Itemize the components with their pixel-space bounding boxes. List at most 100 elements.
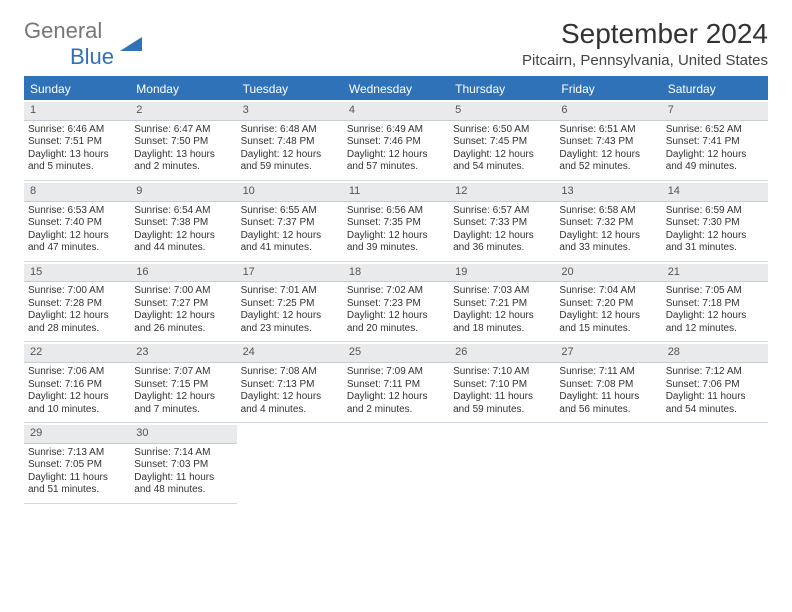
calendar-cell: 23Sunrise: 7:07 AMSunset: 7:15 PMDayligh… xyxy=(130,342,236,423)
day-number: 13 xyxy=(555,183,661,202)
calendar-week: 1Sunrise: 6:46 AMSunset: 7:51 PMDaylight… xyxy=(24,100,768,181)
sunrise-text: Sunrise: 7:09 AM xyxy=(347,366,445,379)
day-number: 7 xyxy=(662,102,768,121)
sunset-text: Sunset: 7:03 PM xyxy=(134,459,232,472)
calendar-cell: 2Sunrise: 6:47 AMSunset: 7:50 PMDaylight… xyxy=(130,100,236,181)
day-number: 30 xyxy=(130,425,236,444)
daylight-text: Daylight: 12 hours and 39 minutes. xyxy=(347,230,445,255)
dayname-monday: Monday xyxy=(130,78,236,100)
sunset-text: Sunset: 7:41 PM xyxy=(666,136,764,149)
dayname-saturday: Saturday xyxy=(662,78,768,100)
sunrise-text: Sunrise: 6:59 AM xyxy=(666,205,764,218)
day-number: 27 xyxy=(555,344,661,363)
sunrise-text: Sunrise: 6:56 AM xyxy=(347,205,445,218)
brand-text: General Blue xyxy=(24,18,114,70)
daylight-text: Daylight: 12 hours and 36 minutes. xyxy=(453,230,551,255)
calendar-week: 29Sunrise: 7:13 AMSunset: 7:05 PMDayligh… xyxy=(24,423,768,504)
day-number: 18 xyxy=(343,264,449,283)
day-number: 24 xyxy=(237,344,343,363)
calendar-cell: 25Sunrise: 7:09 AMSunset: 7:11 PMDayligh… xyxy=(343,342,449,423)
calendar-cell: 5Sunrise: 6:50 AMSunset: 7:45 PMDaylight… xyxy=(449,100,555,181)
day-number: 17 xyxy=(237,264,343,283)
day-number: 21 xyxy=(662,264,768,283)
sunset-text: Sunset: 7:37 PM xyxy=(241,217,339,230)
sunrise-text: Sunrise: 6:55 AM xyxy=(241,205,339,218)
calendar-cell: 19 Sunrise: 7:03 AMSunset: 7:21 PMDayligh… xyxy=(449,262,555,343)
title-block: September 2024 Pitcairn, Pennsylvania, U… xyxy=(522,18,768,69)
day-number: 14 xyxy=(662,183,768,202)
calendar-cell: 15Sunrise: 7:00 AMSunset: 7:28 PMDayligh… xyxy=(24,262,130,343)
day-number: 8 xyxy=(24,183,130,202)
sunset-text: Sunset: 7:38 PM xyxy=(134,217,232,230)
daylight-text: Daylight: 13 hours and 2 minutes. xyxy=(134,149,232,174)
sunset-text: Sunset: 7:16 PM xyxy=(28,379,126,392)
sunset-text: Sunset: 7:21 PM xyxy=(453,298,551,311)
day-number: 19 xyxy=(449,264,555,283)
dayname-friday: Friday xyxy=(555,78,661,100)
calendar-cell: 8Sunrise: 6:53 AMSunset: 7:40 PMDaylight… xyxy=(24,181,130,262)
sunset-text: Sunset: 7:20 PM xyxy=(559,298,657,311)
sunrise-text: Sunrise: 6:53 AM xyxy=(28,205,126,218)
daylight-text: Daylight: 12 hours and 59 minutes. xyxy=(241,149,339,174)
day-number: 23 xyxy=(130,344,236,363)
daylight-text: Daylight: 12 hours and 57 minutes. xyxy=(347,149,445,174)
calendar-cell xyxy=(555,423,661,504)
day-number: 16 xyxy=(130,264,236,283)
sunset-text: Sunset: 7:27 PM xyxy=(134,298,232,311)
daylight-text: Daylight: 11 hours and 51 minutes. xyxy=(28,472,126,497)
brand-triangle-icon xyxy=(120,33,142,55)
daylight-text: Daylight: 12 hours and 44 minutes. xyxy=(134,230,232,255)
daylight-text: Daylight: 12 hours and 33 minutes. xyxy=(559,230,657,255)
daylight-text: Daylight: 12 hours and 12 minutes. xyxy=(666,310,764,335)
day-number: 3 xyxy=(237,102,343,121)
sunrise-text: Sunrise: 7:02 AM xyxy=(347,285,445,298)
calendar-cell xyxy=(662,423,768,504)
dayname-thursday: Thursday xyxy=(449,78,555,100)
sunset-text: Sunset: 7:05 PM xyxy=(28,459,126,472)
calendar-cell: 30 Sunrise: 7:14 AMSunset: 7:03 PMDayligh… xyxy=(130,423,236,504)
day-number: 29 xyxy=(24,425,130,444)
calendar-cell: 28Sunrise: 7:12 AMSunset: 7:06 PMDayligh… xyxy=(662,342,768,423)
sunrise-text: Sunrise: 7:03 AM xyxy=(453,285,551,298)
day-number: 4 xyxy=(343,102,449,121)
calendar-cell: 29Sunrise: 7:13 AMSunset: 7:05 PMDayligh… xyxy=(24,423,130,504)
day-number: 26 xyxy=(449,344,555,363)
sunrise-text: Sunrise: 6:47 AM xyxy=(134,124,232,137)
calendar-cell: 26Sunrise: 7:10 AMSunset: 7:10 PMDayligh… xyxy=(449,342,555,423)
header: General Blue September 2024 Pitcairn, Pe… xyxy=(24,18,768,70)
sunrise-text: Sunrise: 6:50 AM xyxy=(453,124,551,137)
sunset-text: Sunset: 7:10 PM xyxy=(453,379,551,392)
calendar-cell: 13Sunrise: 6:58 AMSunset: 7:32 PMDayligh… xyxy=(555,181,661,262)
daylight-text: Daylight: 12 hours and 41 minutes. xyxy=(241,230,339,255)
sunset-text: Sunset: 7:43 PM xyxy=(559,136,657,149)
calendar-cell: 4Sunrise: 6:49 AMSunset: 7:46 PMDaylight… xyxy=(343,100,449,181)
sunrise-text: Sunrise: 6:52 AM xyxy=(666,124,764,137)
calendar-cell: 22Sunrise: 7:06 AMSunset: 7:16 PMDayligh… xyxy=(24,342,130,423)
calendar-cell: 10Sunrise: 6:55 AMSunset: 7:37 PMDayligh… xyxy=(237,181,343,262)
calendar-cell: 12Sunrise: 6:57 AMSunset: 7:33 PMDayligh… xyxy=(449,181,555,262)
sunrise-text: Sunrise: 7:11 AM xyxy=(559,366,657,379)
daylight-text: Daylight: 12 hours and 20 minutes. xyxy=(347,310,445,335)
sunset-text: Sunset: 7:11 PM xyxy=(347,379,445,392)
sunrise-text: Sunrise: 7:00 AM xyxy=(28,285,126,298)
sunset-text: Sunset: 7:08 PM xyxy=(559,379,657,392)
calendar-cell: 11Sunrise: 6:56 AMSunset: 7:35 PMDayligh… xyxy=(343,181,449,262)
day-number: 2 xyxy=(130,102,236,121)
calendar-cell: 21Sunrise: 7:05 AMSunset: 7:18 PMDayligh… xyxy=(662,262,768,343)
sunset-text: Sunset: 7:51 PM xyxy=(28,136,126,149)
daylight-text: Daylight: 11 hours and 48 minutes. xyxy=(134,472,232,497)
day-number: 5 xyxy=(449,102,555,121)
sunrise-text: Sunrise: 7:14 AM xyxy=(134,447,232,460)
calendar-cell xyxy=(237,423,343,504)
daylight-text: Daylight: 12 hours and 47 minutes. xyxy=(28,230,126,255)
sunset-text: Sunset: 7:25 PM xyxy=(241,298,339,311)
day-number: 6 xyxy=(555,102,661,121)
day-number: 28 xyxy=(662,344,768,363)
daylight-text: Daylight: 12 hours and 18 minutes. xyxy=(453,310,551,335)
sunset-text: Sunset: 7:15 PM xyxy=(134,379,232,392)
daylight-text: Daylight: 11 hours and 59 minutes. xyxy=(453,391,551,416)
dayname-wednesday: Wednesday xyxy=(343,78,449,100)
daylight-text: Daylight: 12 hours and 15 minutes. xyxy=(559,310,657,335)
day-number: 25 xyxy=(343,344,449,363)
calendar-week: 22Sunrise: 7:06 AMSunset: 7:16 PMDayligh… xyxy=(24,342,768,423)
